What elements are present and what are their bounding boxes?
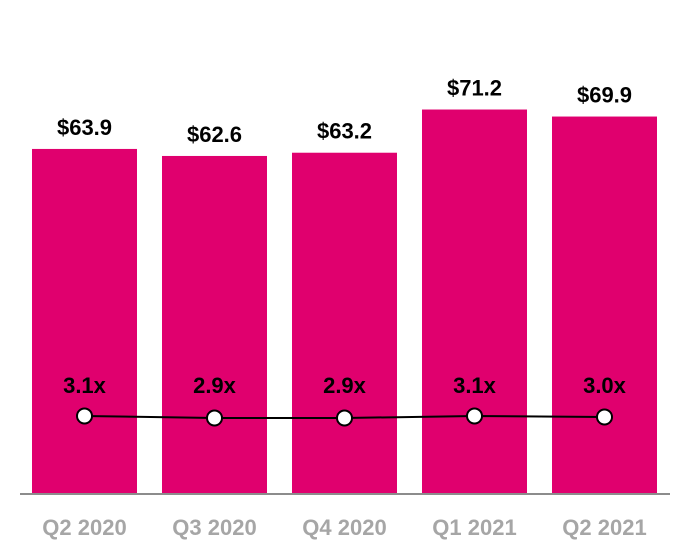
bar — [292, 152, 397, 494]
line-value-label: 2.9x — [323, 373, 367, 398]
bar-value-label: $63.2 — [317, 119, 372, 144]
bar — [552, 116, 657, 494]
line-point-marker — [336, 409, 353, 427]
line-value-labels-group: 3.1x 2.9x 2.9x 3.1x 3.0x — [63, 373, 627, 398]
x-tick-labels-group: Q2 2020 Q3 2020 Q4 2020 Q1 2021 Q2 2021 — [42, 515, 646, 540]
x-tick-label: Q3 2020 — [172, 515, 256, 540]
bar — [32, 148, 137, 494]
bar-value-label: $62.6 — [187, 122, 242, 147]
x-tick-label: Q2 2020 — [42, 515, 126, 540]
line-value-label: 3.1x — [453, 373, 497, 398]
bar-value-label: $63.9 — [57, 115, 112, 140]
x-tick-label: Q2 2021 — [562, 515, 646, 540]
bars-group — [32, 109, 657, 495]
line-value-label: 2.9x — [193, 373, 237, 398]
line-point-marker — [76, 407, 93, 425]
line-value-label: 3.0x — [583, 373, 627, 398]
line-value-label: 3.1x — [63, 373, 107, 398]
x-tick-label: Q1 2021 — [432, 515, 516, 540]
line-point-marker — [596, 408, 613, 426]
line-point-marker — [206, 409, 223, 427]
bar — [162, 155, 267, 494]
line-series-group — [76, 407, 613, 427]
bar-value-label: $71.2 — [447, 76, 502, 101]
bar-value-labels-group: $63.9 $62.6 $63.2 $71.2 $69.9 — [57, 76, 632, 147]
bar — [422, 109, 527, 495]
x-tick-label: Q4 2020 — [302, 515, 386, 540]
bar-value-label: $69.9 — [577, 83, 632, 108]
line-point-marker — [466, 407, 483, 425]
